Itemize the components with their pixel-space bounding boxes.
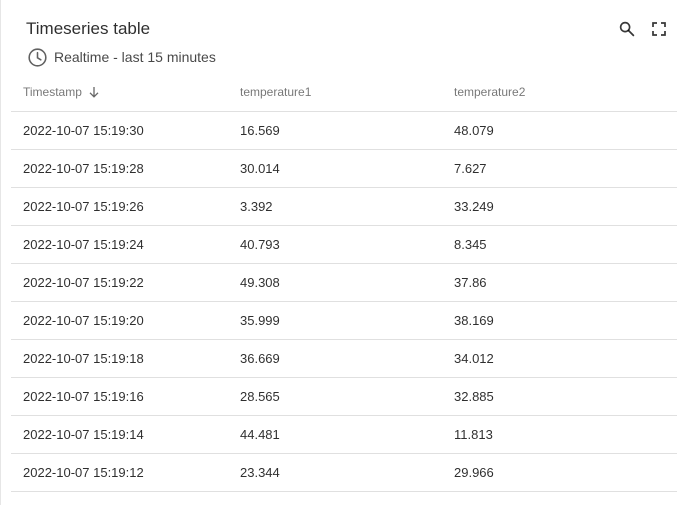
cell-temperature1: 36.669 [228,339,442,378]
timewindow-selector[interactable]: Realtime - last 15 minutes [27,46,216,68]
table-row[interactable]: 2022-10-07 15:19:14 44.481 11.813 [11,415,677,454]
cell-timestamp: 2022-10-07 15:19:30 [11,111,228,150]
cell-temperature2: 8.345 [442,225,677,264]
cell-timestamp: 2022-10-07 15:19:12 [11,453,228,492]
cell-temperature1: 3.392 [228,187,442,226]
arrow-down-icon [89,87,99,98]
cell-timestamp: 2022-10-07 15:19:18 [11,339,228,378]
widget-title: Timeseries table [26,19,151,38]
cell-temperature2: 7.627 [442,149,677,188]
sort-timestamp[interactable]: Timestamp [23,85,100,99]
cell-temperature1: 16.569 [228,111,442,150]
timeseries-table: Timestamp temperature1 temperature2 2022… [11,73,677,492]
fullscreen-icon [652,22,666,36]
column-header-timestamp[interactable]: Timestamp [11,73,228,112]
cell-temperature2: 38.169 [442,301,677,340]
table-row[interactable]: 2022-10-07 15:19:30 16.569 48.079 [11,111,677,150]
table-row[interactable]: 2022-10-07 15:19:16 28.565 32.885 [11,377,677,416]
table-row[interactable]: 2022-10-07 15:19:18 36.669 34.012 [11,339,677,378]
cell-temperature2: 37.86 [442,263,677,302]
search-button[interactable] [617,19,637,39]
table-row[interactable]: 2022-10-07 15:19:20 35.999 38.169 [11,301,677,340]
column-header-label: Timestamp [23,85,82,99]
table-row[interactable]: 2022-10-07 15:19:24 40.793 8.345 [11,225,677,264]
table-row[interactable]: 2022-10-07 15:19:28 30.014 7.627 [11,149,677,188]
cell-temperature1: 23.344 [228,453,442,492]
fullscreen-button[interactable] [649,19,669,39]
cell-temperature1: 44.481 [228,415,442,454]
table-row[interactable]: 2022-10-07 15:19:26 3.392 33.249 [11,187,677,226]
column-header-label: temperature2 [454,85,526,99]
table-row[interactable]: 2022-10-07 15:19:22 49.308 37.86 [11,263,677,302]
cell-temperature2: 29.966 [442,453,677,492]
cell-temperature2: 11.813 [442,415,677,454]
cell-timestamp: 2022-10-07 15:19:22 [11,263,228,302]
column-header-temperature2[interactable]: temperature2 [442,73,677,112]
clock-icon [28,47,47,67]
cell-temperature1: 49.308 [228,263,442,302]
search-icon [619,21,635,37]
cell-temperature1: 30.014 [228,149,442,188]
cell-timestamp: 2022-10-07 15:19:20 [11,301,228,340]
cell-timestamp: 2022-10-07 15:19:16 [11,377,228,416]
cell-temperature2: 33.249 [442,187,677,226]
cell-temperature1: 40.793 [228,225,442,264]
cell-timestamp: 2022-10-07 15:19:26 [11,187,228,226]
widget-actions [617,19,669,39]
cell-temperature1: 28.565 [228,377,442,416]
column-header-label: temperature1 [240,85,312,99]
cell-timestamp: 2022-10-07 15:19:24 [11,225,228,264]
timewindow-label: Realtime - last 15 minutes [54,49,216,65]
table-row[interactable]: 2022-10-07 15:19:12 23.344 29.966 [11,453,677,492]
cell-temperature2: 34.012 [442,339,677,378]
cell-temperature2: 32.885 [442,377,677,416]
cell-timestamp: 2022-10-07 15:19:14 [11,415,228,454]
cell-temperature1: 35.999 [228,301,442,340]
cell-temperature2: 48.079 [442,111,677,150]
column-header-temperature1[interactable]: temperature1 [228,73,442,112]
cell-timestamp: 2022-10-07 15:19:28 [11,149,228,188]
table-header-row: Timestamp temperature1 temperature2 [11,73,677,112]
